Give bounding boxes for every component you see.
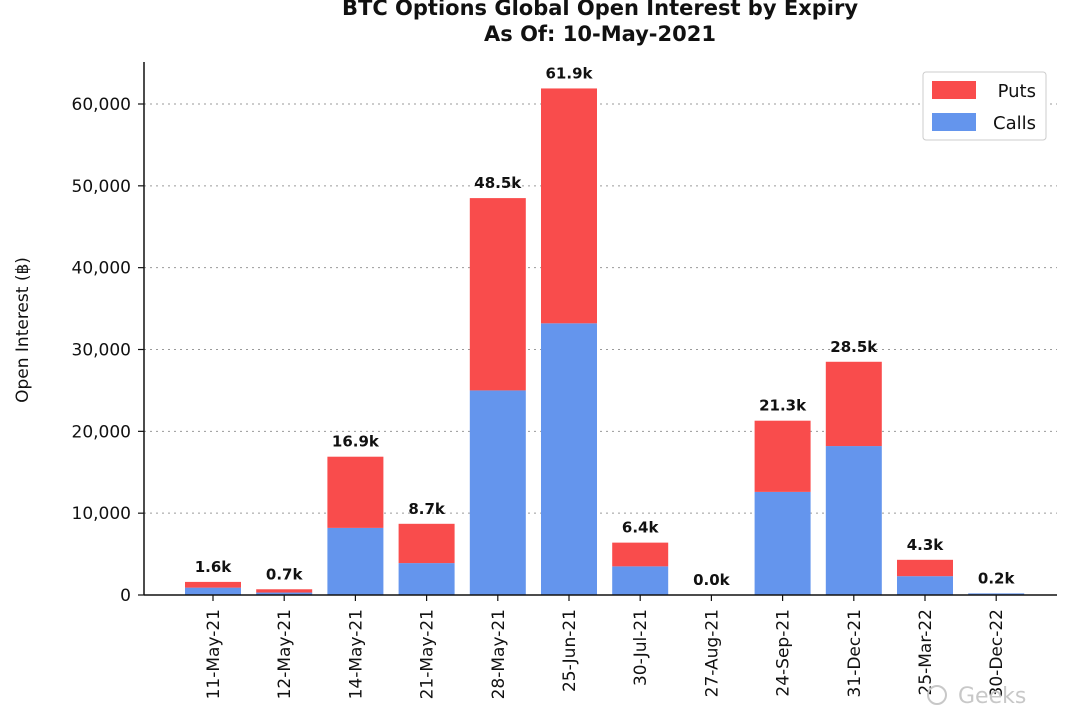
- bar-total-label: 0.2k: [978, 569, 1016, 587]
- bar-puts: [754, 420, 811, 492]
- y-tick-label: 0: [120, 586, 131, 606]
- bar-total-label: 8.7k: [408, 500, 446, 518]
- bars: [185, 88, 1025, 595]
- x-tick-label: 21-May-21: [418, 609, 438, 699]
- watermark: Geeks: [927, 684, 1026, 709]
- bar-total-label: 6.4k: [622, 519, 660, 537]
- y-axis-label: Open Interest (฿): [13, 257, 33, 403]
- x-tick-label: 14-May-21: [346, 609, 366, 699]
- bar-total-label: 48.5k: [474, 174, 522, 192]
- bar-calls: [469, 390, 526, 595]
- bar-total-label: 28.5k: [830, 338, 878, 356]
- bar-total-label: 61.9k: [546, 64, 594, 82]
- legend-swatch-puts: [932, 81, 976, 99]
- bar-calls: [541, 323, 597, 595]
- y-tick-label: 30,000: [72, 341, 131, 361]
- bar-calls: [754, 491, 811, 595]
- bar-puts: [256, 589, 313, 593]
- x-tick-label: 30-Jul-21: [631, 609, 651, 686]
- y-tick-label: 60,000: [72, 95, 131, 115]
- bar-puts: [185, 581, 241, 588]
- x-tick-label: 24-Sep-21: [774, 609, 794, 697]
- bar-total-label: 21.3k: [759, 397, 807, 415]
- bar-calls: [398, 563, 455, 595]
- bar-puts: [897, 559, 953, 577]
- x-tick-label: 25-Jun-21: [560, 609, 580, 692]
- y-tick-label: 40,000: [72, 259, 131, 279]
- legend-label-calls: Calls: [993, 113, 1036, 134]
- y-tick-label: 20,000: [72, 422, 131, 442]
- bar-puts: [327, 456, 384, 528]
- legend-swatch-calls: [932, 113, 976, 131]
- legend-label-puts: Puts: [998, 81, 1036, 102]
- bar-calls: [897, 576, 953, 595]
- x-tick-label: 28-May-21: [489, 609, 509, 699]
- bar-calls: [825, 446, 882, 595]
- bar-calls: [968, 593, 1025, 595]
- bar-total-label: 0.0k: [693, 571, 731, 589]
- bar-calls: [256, 592, 313, 595]
- bar-puts: [541, 88, 597, 324]
- bar-calls: [612, 566, 669, 595]
- bar-calls: [185, 587, 241, 595]
- watermark-text: Geeks: [958, 684, 1026, 709]
- y-tick-label: 10,000: [72, 504, 131, 524]
- bar-total-label: 16.9k: [332, 433, 380, 451]
- x-tick-label: 11-May-21: [204, 609, 224, 699]
- bar-total-label: 4.3k: [907, 536, 945, 554]
- wechat-icon: [927, 685, 947, 705]
- legend: Puts Calls: [922, 71, 1047, 141]
- x-tick-label: 27-Aug-21: [702, 609, 722, 697]
- x-axis-ticks: 11-May-21 12-May-21 14-May-21 21-May-21 28-M…: [204, 595, 1007, 699]
- bar-total-label: 1.6k: [195, 558, 233, 576]
- bar-labels: 1.6k 0.7k 16.9k 8.7k 48.5k 61.9k 6.4k 0.0k 21.3k…: [195, 64, 1016, 589]
- gridlines: [144, 103, 1057, 514]
- bar-puts: [469, 198, 526, 391]
- bar-calls: [327, 527, 384, 595]
- chart-subtitle: As Of: 10-May-2021: [484, 22, 716, 46]
- y-tick-label: 50,000: [72, 177, 131, 197]
- bar-total-label: 0.7k: [266, 565, 304, 583]
- x-tick-label: 30-Dec-22: [987, 609, 1007, 697]
- bar-puts: [825, 361, 882, 447]
- bar-puts: [398, 523, 455, 564]
- x-tick-label: 12-May-21: [275, 609, 295, 699]
- y-axis-ticks: 0 10,000 20,000 30,000 40,000 50,000 60,000: [72, 95, 144, 606]
- chart-title: BTC Options Global Open Interest by Expi…: [342, 0, 858, 20]
- bar-puts: [612, 542, 669, 567]
- x-tick-label: 25-Mar-22: [916, 609, 936, 696]
- x-tick-label: 31-Dec-21: [845, 609, 865, 697]
